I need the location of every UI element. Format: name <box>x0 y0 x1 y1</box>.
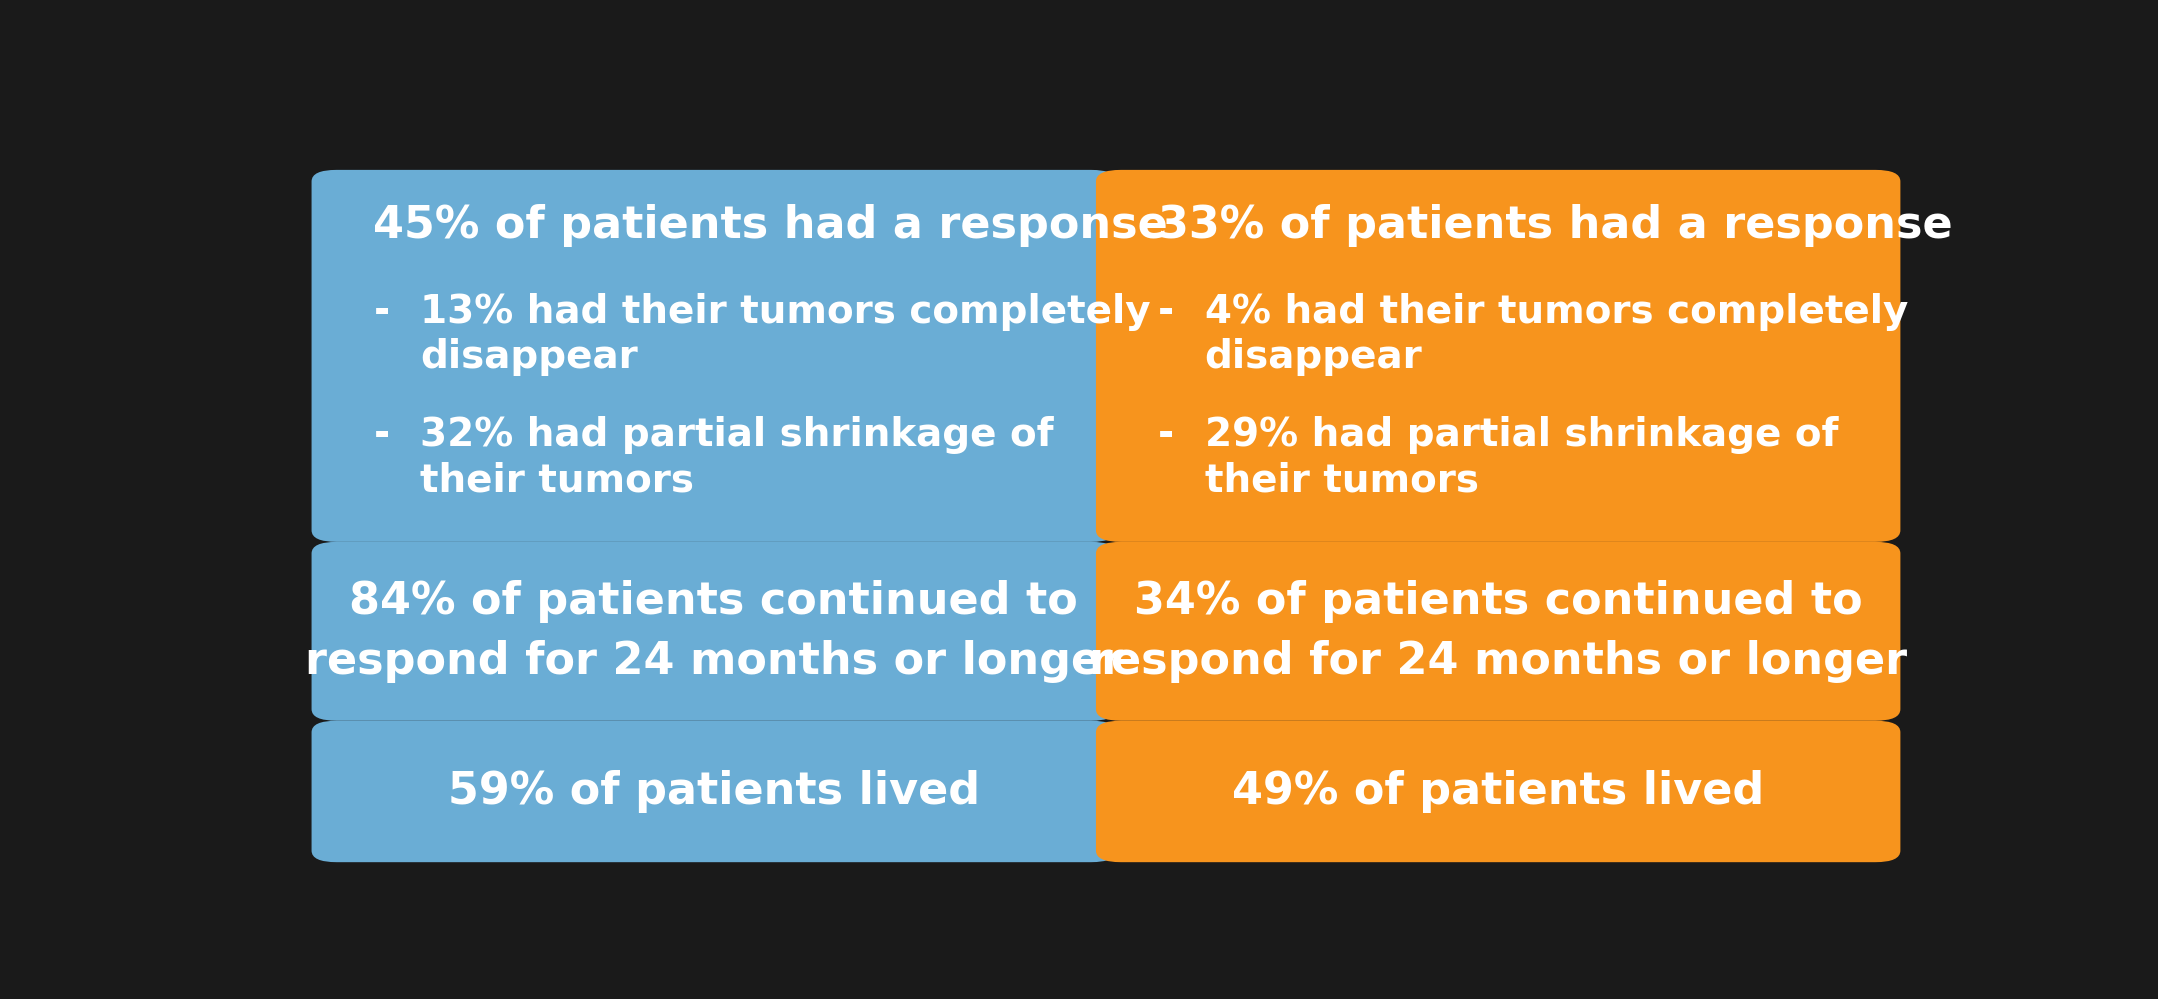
Text: 84% of patients continued to
respond for 24 months or longer: 84% of patients continued to respond for… <box>304 579 1122 682</box>
Text: 29% had partial shrinkage of
their tumors: 29% had partial shrinkage of their tumor… <box>1204 416 1839 500</box>
Text: -: - <box>373 293 391 331</box>
Text: -: - <box>1159 416 1174 454</box>
Text: 34% of patients continued to
respond for 24 months or longer: 34% of patients continued to respond for… <box>1090 579 1908 682</box>
Text: 49% of patients lived: 49% of patients lived <box>1232 770 1765 813</box>
Text: 59% of patients lived: 59% of patients lived <box>447 770 980 813</box>
FancyBboxPatch shape <box>311 720 1116 862</box>
FancyBboxPatch shape <box>311 541 1116 720</box>
FancyBboxPatch shape <box>1096 720 1901 862</box>
Text: 13% had their tumors completely
disappear: 13% had their tumors completely disappea… <box>421 293 1150 377</box>
Text: 45% of patients had a response: 45% of patients had a response <box>373 205 1167 248</box>
Text: -: - <box>1159 293 1174 331</box>
FancyBboxPatch shape <box>1096 541 1901 720</box>
FancyBboxPatch shape <box>1096 170 1901 541</box>
Text: 33% of patients had a response: 33% of patients had a response <box>1159 205 1953 248</box>
Text: -: - <box>373 416 391 454</box>
Text: 4% had their tumors completely
disappear: 4% had their tumors completely disappear <box>1204 293 1908 377</box>
FancyBboxPatch shape <box>311 170 1116 541</box>
Text: 32% had partial shrinkage of
their tumors: 32% had partial shrinkage of their tumor… <box>421 416 1053 500</box>
